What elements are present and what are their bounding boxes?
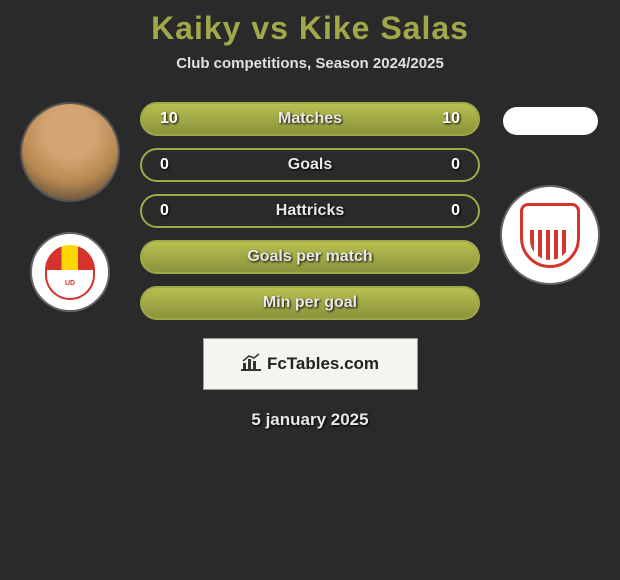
content-row: UD 10 Matches 10 0 Goals 0 0 Hattricks 0 (0, 102, 620, 320)
stat-right-value: 0 (430, 202, 460, 220)
stat-left-value: 0 (160, 156, 190, 174)
main-container: Kaiky vs Kike Salas Club competitions, S… (0, 0, 620, 580)
chart-icon (241, 353, 261, 376)
subtitle: Club competitions, Season 2024/2025 (176, 55, 444, 72)
right-player-column (495, 102, 605, 285)
stat-right-value: 10 (430, 110, 460, 128)
stat-label: Min per goal (263, 294, 357, 312)
sevilla-shield-icon (515, 200, 585, 270)
stat-right-value: 0 (430, 156, 460, 174)
stat-label: Matches (278, 110, 342, 128)
stat-left-value: 0 (160, 202, 190, 220)
player-avatar-right (503, 107, 598, 135)
date-label: 5 january 2025 (251, 410, 368, 430)
stat-label: Hattricks (276, 202, 344, 220)
almeria-shield-icon: UD (45, 245, 95, 300)
almeria-text: UD (65, 280, 75, 287)
stat-row-goals-per-match: Goals per match (140, 240, 480, 274)
brand-text: FcTables.com (267, 354, 379, 374)
stat-row-goals: 0 Goals 0 (140, 148, 480, 182)
stat-label: Goals per match (247, 248, 372, 266)
comparison-title: Kaiky vs Kike Salas (151, 10, 469, 47)
player-avatar-left (20, 102, 120, 202)
stats-column: 10 Matches 10 0 Goals 0 0 Hattricks 0 Go… (140, 102, 480, 320)
stat-row-min-per-goal: Min per goal (140, 286, 480, 320)
stat-row-matches: 10 Matches 10 (140, 102, 480, 136)
stat-row-hattricks: 0 Hattricks 0 (140, 194, 480, 228)
club-badge-sevilla (500, 185, 600, 285)
stat-label: Goals (288, 156, 332, 174)
stat-left-value: 10 (160, 110, 190, 128)
avatar-placeholder-icon (22, 104, 118, 200)
brand-footer[interactable]: FcTables.com (203, 338, 418, 390)
club-badge-almeria: UD (30, 232, 110, 312)
left-player-column: UD (15, 102, 125, 312)
